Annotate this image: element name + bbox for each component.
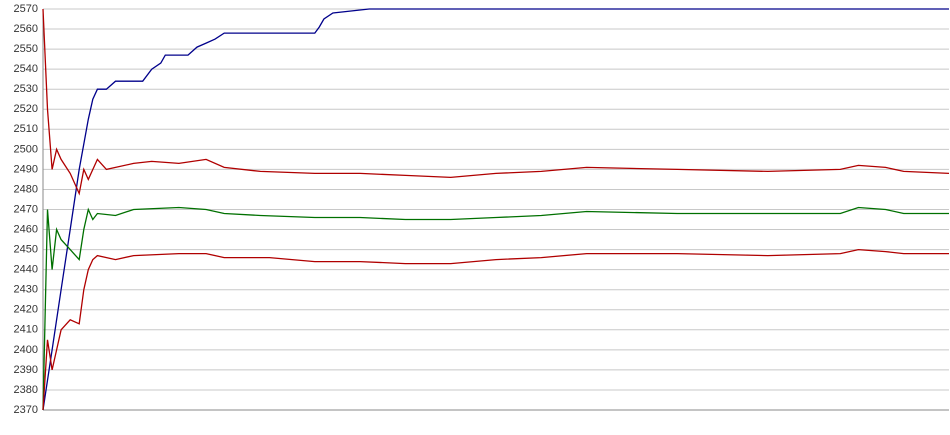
y-tick-label: 2450 (14, 244, 38, 256)
y-tick-label: 2470 (14, 203, 38, 215)
y-tick-label: 2560 (14, 23, 38, 35)
y-tick-label: 2440 (14, 264, 38, 276)
y-tick-label: 2490 (14, 163, 38, 175)
y-tick-label: 2430 (14, 284, 38, 296)
y-tick-label: 2390 (14, 364, 38, 376)
y-tick-label: 2530 (14, 83, 38, 95)
y-tick-label: 2420 (14, 304, 38, 316)
y-tick-label: 2410 (14, 324, 38, 336)
series-line (42, 206, 949, 411)
series-line (42, 8, 950, 196)
y-tick-label: 2520 (14, 103, 38, 115)
y-tick-label: 2380 (14, 384, 38, 396)
y-tick-label: 2400 (14, 344, 38, 356)
y-tick-label: 2480 (14, 183, 38, 195)
y-tick-label: 2500 (14, 143, 38, 155)
y-tick-label: 2460 (14, 223, 38, 235)
series-line (42, 248, 949, 411)
y-tick-label: 2550 (14, 43, 38, 55)
y-tick-label: 2370 (14, 404, 38, 416)
y-tick-label: 2570 (14, 3, 38, 15)
y-tick-label: 2540 (14, 63, 38, 75)
series-line (42, 8, 949, 411)
y-tick-label: 2510 (14, 123, 38, 135)
